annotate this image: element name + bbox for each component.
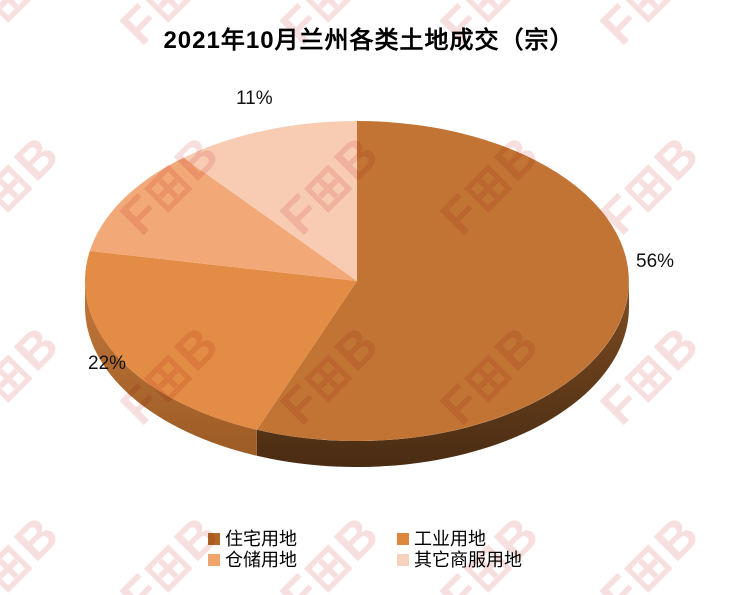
legend-label-industrial: 工业用地 xyxy=(414,528,486,549)
legend-swatch-other-commercial xyxy=(397,553,409,566)
legend-item-warehouse: 仓储用地 xyxy=(208,551,397,569)
chart-title: 2021年10月兰州各类土地成交（宗） xyxy=(163,27,575,54)
pie-percent-label-other-commercial: 11% xyxy=(236,88,273,109)
legend-item-residential: 住宅用地 xyxy=(208,530,397,548)
legend-item-other-commercial: 其它商服用地 xyxy=(397,551,522,569)
pie-percent-label-industrial: 22% xyxy=(88,353,127,374)
legend-label-other-commercial: 其它商服用地 xyxy=(414,549,522,570)
legend-item-industrial: 工业用地 xyxy=(397,530,522,548)
pie-rim-residential xyxy=(256,281,629,468)
legend-label-residential: 住宅用地 xyxy=(225,528,297,549)
pie-slice-industrial xyxy=(84,251,357,430)
legend-label-warehouse: 仓储用地 xyxy=(225,549,297,570)
legend-swatch-industrial xyxy=(397,532,409,545)
chart-legend: 住宅用地 工业用地 仓储用地 其它商服用地 xyxy=(208,528,522,570)
pie-slice-other-commercial xyxy=(183,120,357,281)
pie-slice-residential xyxy=(256,121,629,441)
legend-swatch-warehouse xyxy=(208,553,220,566)
pie-percent-label-residential: 56% xyxy=(636,251,675,272)
pie-rim-industrial xyxy=(84,281,257,456)
legend-swatch-residential xyxy=(208,532,220,545)
pie-slice-warehouse xyxy=(89,157,358,281)
